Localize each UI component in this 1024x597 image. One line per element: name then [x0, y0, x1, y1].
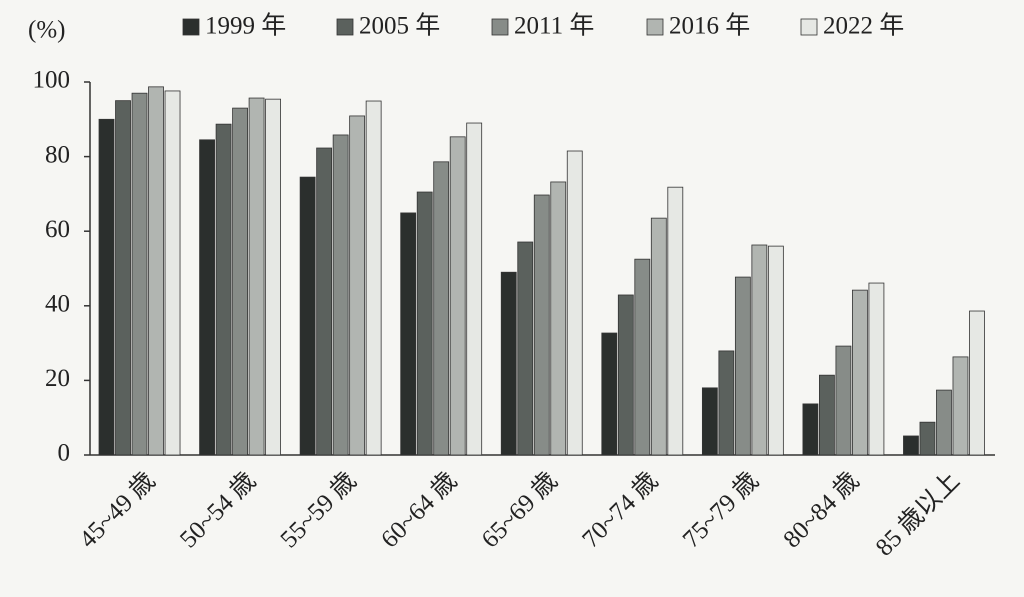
bar	[349, 115, 366, 456]
bar	[199, 139, 215, 456]
bar	[566, 150, 583, 456]
x-tick-label: 55~59 歳	[275, 466, 362, 553]
bar	[316, 147, 333, 456]
legend-label: 2022 年	[823, 12, 904, 40]
bar	[919, 421, 936, 456]
legend-label: 2016 年	[669, 12, 750, 40]
y-tick-label: 40	[45, 291, 70, 318]
bar	[852, 289, 868, 456]
bar	[969, 310, 985, 456]
bar	[550, 181, 567, 456]
bar	[299, 176, 316, 456]
y-tick-label: 100	[33, 67, 71, 94]
bar	[332, 134, 349, 456]
bar	[601, 332, 618, 456]
bar	[98, 118, 115, 456]
bar	[617, 294, 634, 456]
bar	[433, 161, 450, 456]
bar	[248, 97, 265, 456]
y-tick-label: 0	[58, 440, 71, 467]
x-tick-label: 70~74 歳	[577, 466, 664, 553]
bar	[400, 212, 417, 456]
legend-label: 2005 年	[359, 12, 440, 40]
x-tick-label: 85 歳以上	[870, 466, 965, 561]
y-tick-label: 60	[45, 216, 70, 243]
x-tick-label: 60~64 歳	[375, 466, 462, 553]
legend-swatch	[182, 18, 200, 36]
bar	[835, 345, 852, 456]
x-tick-label: 50~54 歳	[174, 466, 261, 553]
legend-swatch	[800, 18, 818, 36]
bar	[767, 245, 784, 456]
bar	[500, 271, 517, 456]
bar	[215, 123, 232, 456]
bar	[667, 186, 684, 456]
bar	[164, 90, 181, 456]
bar	[466, 122, 483, 456]
bar	[449, 136, 466, 456]
bar	[734, 276, 751, 456]
bar	[232, 107, 248, 456]
legend-label: 1999 年	[205, 12, 286, 40]
bar	[718, 350, 735, 456]
bar	[819, 374, 835, 456]
bar	[365, 100, 382, 456]
bar	[634, 258, 651, 456]
y-tick-label: 20	[45, 365, 70, 392]
x-tick-label: 80~84 歳	[778, 466, 865, 553]
bar	[802, 403, 819, 456]
bar	[517, 241, 534, 456]
y-axis-label: (%)	[28, 17, 65, 44]
bar	[148, 86, 164, 456]
bar	[115, 100, 131, 456]
legend-swatch	[491, 18, 509, 36]
bar	[868, 282, 885, 456]
y-tick-label: 80	[45, 141, 70, 168]
bar	[701, 387, 718, 456]
legend-swatch	[646, 18, 664, 36]
bar	[416, 191, 433, 456]
bar	[936, 389, 952, 456]
bar	[751, 244, 768, 456]
bar	[131, 92, 148, 456]
x-tick-label: 45~49 歳	[74, 466, 161, 553]
bar	[265, 98, 281, 456]
legend-swatch	[336, 18, 354, 36]
x-tick-label: 65~69 歳	[476, 466, 563, 553]
x-tick-label: 75~79 歳	[677, 466, 764, 553]
bar	[650, 217, 667, 456]
legend-label: 2011 年	[514, 12, 594, 40]
bar	[533, 194, 550, 456]
bar	[903, 435, 919, 456]
bar	[952, 356, 969, 456]
